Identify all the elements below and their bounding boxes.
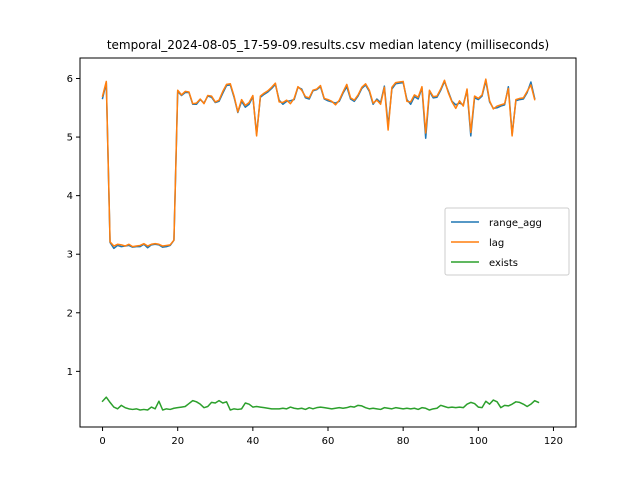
- x-tick-label: 120: [544, 436, 563, 447]
- y-tick-label: 5: [67, 133, 73, 144]
- y-tick-label: 1: [67, 367, 73, 378]
- series-line-exists: [101, 396, 540, 411]
- x-axis: 0 20 40 60 80 100 120: [99, 427, 563, 447]
- chart-title: temporal_2024-08-05_17-59-09.results.csv…: [107, 38, 549, 52]
- legend-box: [444, 207, 570, 276]
- series-line-lag: [101, 78, 536, 248]
- y-tick-label: 4: [67, 191, 73, 202]
- y-tick-label: 6: [67, 74, 73, 85]
- x-tick-label: 40: [246, 436, 259, 447]
- legend-entry-label: range_agg: [489, 218, 542, 229]
- legend-entry-label: lag: [489, 238, 504, 249]
- y-axis: 1 2 3 4 5 6: [67, 74, 80, 378]
- x-tick-label: 20: [171, 436, 184, 447]
- legend-entry-label: exists: [489, 258, 518, 269]
- x-tick-label: 0: [99, 436, 105, 447]
- x-tick-label: 100: [469, 436, 488, 447]
- x-tick-label: 60: [322, 436, 335, 447]
- y-tick-label: 3: [67, 250, 73, 261]
- y-tick-label: 2: [67, 308, 73, 319]
- x-tick-label: 80: [397, 436, 410, 447]
- series-group: [101, 78, 540, 411]
